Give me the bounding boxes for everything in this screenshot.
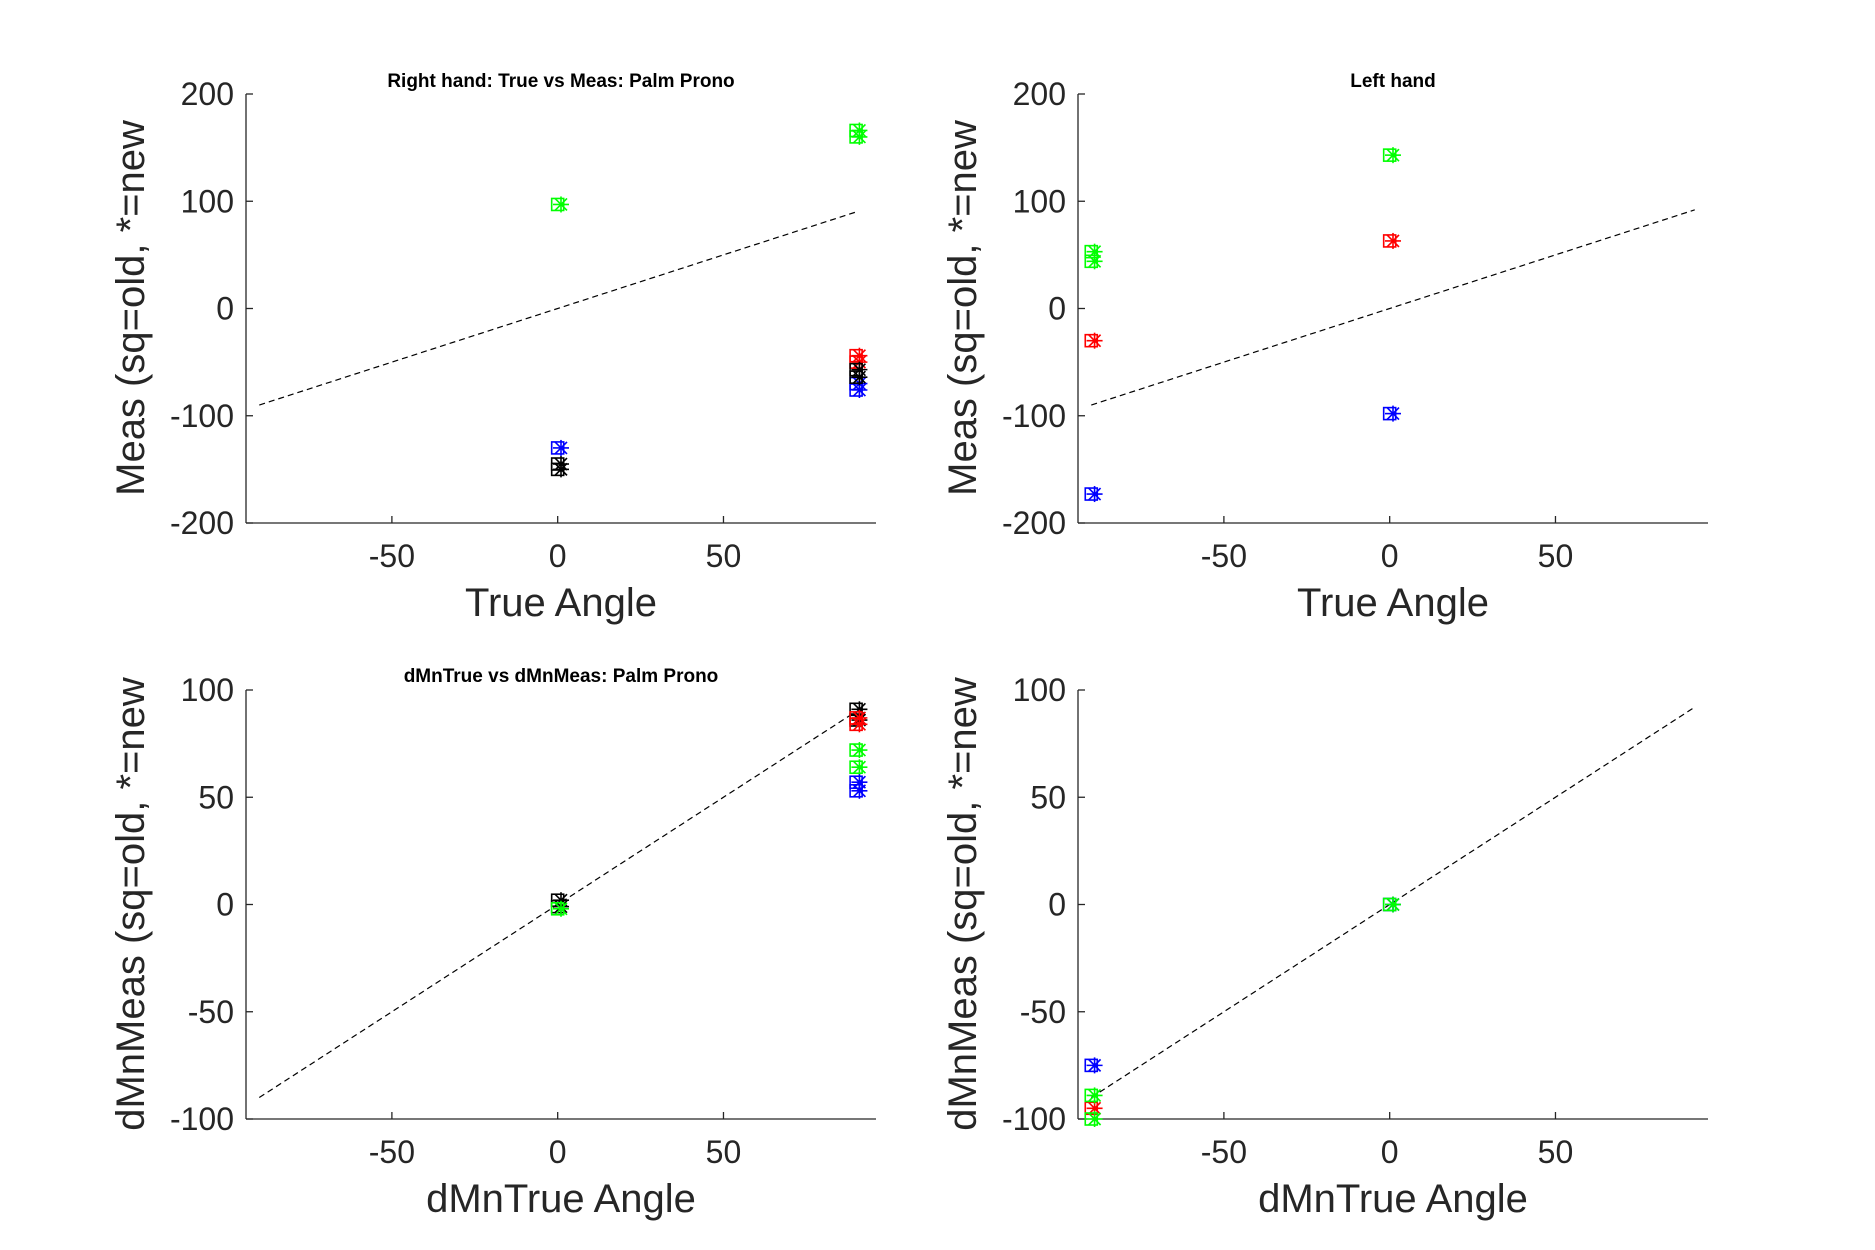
y-tick-label: 100 bbox=[181, 672, 234, 708]
asterisk-marker bbox=[1385, 405, 1401, 422]
asterisk-marker bbox=[1086, 243, 1103, 260]
y-tick-label: 50 bbox=[198, 779, 234, 815]
x-tick-label: -50 bbox=[1201, 538, 1247, 574]
x-tick-label: -50 bbox=[369, 538, 415, 574]
x-tick-label: 50 bbox=[706, 1134, 742, 1170]
x-tick-label: 50 bbox=[1538, 1134, 1574, 1170]
asterisk-marker bbox=[553, 439, 569, 456]
y-tick-label: -100 bbox=[1002, 398, 1066, 434]
x-tick-label: -50 bbox=[369, 1134, 415, 1170]
y-axis-label: Meas (sq=old, *=new bbox=[941, 120, 985, 496]
asterisk-marker bbox=[1086, 1111, 1103, 1127]
x-tick-label: 0 bbox=[549, 538, 567, 574]
asterisk-marker bbox=[1086, 1057, 1103, 1074]
x-axis-label: dMnTrue Angle bbox=[426, 1177, 696, 1221]
y-tick-label: -50 bbox=[1020, 994, 1066, 1030]
y-tick-label: 0 bbox=[216, 291, 234, 327]
y-tick-label: 100 bbox=[1013, 183, 1066, 219]
x-tick-label: 50 bbox=[1538, 538, 1574, 574]
asterisk-marker bbox=[851, 742, 868, 759]
subplot-title: dMnTrue vs dMnMeas: Palm Prono bbox=[404, 666, 719, 687]
x-tick-label: 0 bbox=[1381, 1134, 1399, 1170]
y-tick-label: 0 bbox=[1048, 291, 1066, 327]
x-tick-label: 50 bbox=[706, 538, 742, 574]
asterisk-marker bbox=[553, 196, 569, 213]
y-tick-label: 200 bbox=[181, 76, 234, 112]
y-tick-label: -100 bbox=[1002, 1101, 1066, 1137]
asterisk-marker bbox=[851, 369, 868, 386]
asterisk-marker bbox=[1086, 1087, 1103, 1104]
x-axis-label: True Angle bbox=[1297, 581, 1489, 625]
y-tick-label: -200 bbox=[170, 505, 234, 541]
y-axis-label: Meas (sq=old, *=new bbox=[109, 120, 153, 496]
asterisk-marker bbox=[1086, 486, 1103, 503]
y-tick-label: 100 bbox=[1013, 672, 1066, 708]
x-tick-label: 0 bbox=[549, 1134, 567, 1170]
y-tick-label: 50 bbox=[1030, 779, 1066, 815]
y-tick-label: -200 bbox=[1002, 505, 1066, 541]
y-tick-label: 0 bbox=[1048, 887, 1066, 923]
identity-reference-line bbox=[259, 211, 857, 406]
asterisk-marker bbox=[851, 122, 868, 139]
x-axis-label: dMnTrue Angle bbox=[1258, 1177, 1528, 1221]
y-tick-label: 0 bbox=[216, 887, 234, 923]
asterisk-marker bbox=[1086, 332, 1103, 349]
asterisk-marker bbox=[851, 782, 868, 799]
identity-reference-line bbox=[1091, 209, 1695, 406]
asterisk-marker bbox=[553, 900, 569, 917]
subplot-bottom-left: dMnTrue vs dMnMeas: Palm Prono dMnTrue A… bbox=[109, 666, 876, 1221]
subplot-title: Right hand: True vs Meas: Palm Prono bbox=[387, 71, 734, 92]
asterisk-marker bbox=[1385, 147, 1401, 164]
x-tick-label: -50 bbox=[1201, 1134, 1247, 1170]
asterisk-marker bbox=[1385, 896, 1401, 913]
y-tick-label: -100 bbox=[170, 1101, 234, 1137]
x-axis-label: True Angle bbox=[465, 581, 657, 625]
y-axis-label: dMnMeas (sq=old, *=new bbox=[109, 677, 153, 1131]
y-axis-label: dMnMeas (sq=old, *=new bbox=[941, 677, 985, 1131]
asterisk-marker bbox=[1086, 253, 1103, 270]
subplot-title: Left hand bbox=[1350, 71, 1436, 92]
y-tick-label: 200 bbox=[1013, 76, 1066, 112]
y-tick-label: -50 bbox=[188, 994, 234, 1030]
x-tick-label: 0 bbox=[1381, 538, 1399, 574]
asterisk-marker bbox=[851, 759, 868, 776]
subplot-top-right: Left hand True Angle Meas (sq=old, *=new… bbox=[941, 71, 1708, 625]
subplot-bottom-right: dMnTrue Angle dMnMeas (sq=old, *=new -50… bbox=[941, 672, 1708, 1221]
y-tick-label: -100 bbox=[170, 398, 234, 434]
asterisk-marker bbox=[1385, 232, 1401, 249]
asterisk-marker bbox=[553, 461, 569, 478]
subplot-top-left: Right hand: True vs Meas: Palm Prono Tru… bbox=[109, 71, 876, 625]
asterisk-marker bbox=[851, 716, 868, 733]
y-tick-label: 100 bbox=[181, 183, 234, 219]
